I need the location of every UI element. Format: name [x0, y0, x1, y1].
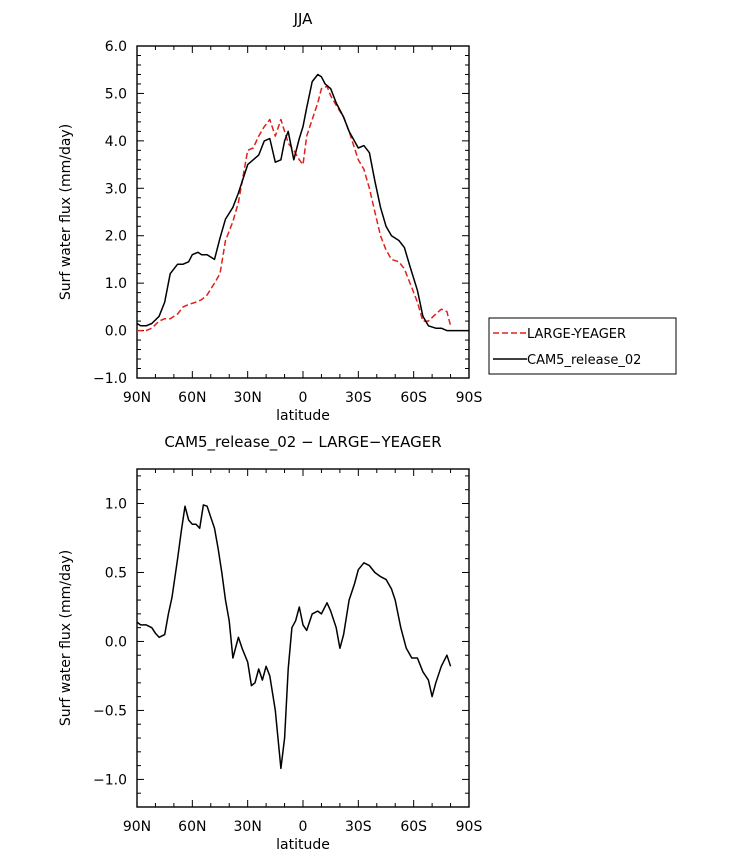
chart-title: CAM5_release_02 − LARGE−YEAGER [164, 433, 441, 452]
x-tick-label: 30N [234, 819, 262, 835]
y-tick-label: 3.0 [105, 181, 127, 197]
legend-label: LARGE-YEAGER [527, 327, 626, 342]
chart-panel-2: CAM5_release_02 − LARGE−YEAGER 90N 60N 30N 0… [58, 433, 482, 853]
y-tick-label: 6.0 [105, 39, 127, 55]
chart-title: JJA [293, 10, 314, 28]
x-tick-label: 90N [123, 819, 151, 835]
series-line-difference [136, 504, 452, 770]
y-tick-label: 0.0 [105, 634, 127, 650]
x-tick-label: 0 [299, 390, 308, 406]
x-tick-label: 60N [178, 819, 206, 835]
plot-frame [136, 45, 470, 379]
x-tick-label: 60S [400, 390, 427, 406]
y-tick-label: 2.0 [105, 229, 127, 245]
legend: LARGE-YEAGER CAM5_release_02 [488, 317, 677, 375]
y-tick-label: −1.0 [93, 772, 127, 788]
x-tick-label: 30S [345, 819, 372, 835]
plot-frame [136, 468, 470, 808]
series-line-cam5-release-02 [136, 73, 469, 332]
y-tick-label: 5.0 [105, 86, 127, 102]
x-tick-label: 0 [299, 819, 308, 835]
x-tick-label: 90N [123, 390, 151, 406]
y-tick-label: −0.5 [93, 703, 127, 719]
legend-box [488, 317, 677, 375]
x-tick-label: 60S [400, 819, 427, 835]
y-tick-label: 1.0 [105, 496, 127, 512]
y-axis-label: Surf water flux (mm/day) [58, 550, 74, 726]
y-tick-label: 1.0 [105, 276, 127, 292]
x-tick-label: 90S [456, 819, 483, 835]
x-tick-label: 90S [456, 390, 483, 406]
y-tick-label: −1.0 [93, 371, 127, 387]
x-axis-label: latitude [276, 408, 330, 424]
y-tick-label: 0.5 [105, 565, 127, 581]
x-tick-label: 60N [178, 390, 206, 406]
y-axis-label: Surf water flux (mm/day) [58, 124, 74, 300]
y-tick-label: 0.0 [105, 324, 127, 340]
chart-panel-1: JJA 90N 60N 30N 0 30S 60S 90S −1.0 0.0 1.0 2.0 3.0 4.… [58, 10, 677, 424]
x-axis-label: latitude [276, 837, 330, 853]
series-line-large-yeager [137, 85, 452, 332]
legend-label: CAM5_release_02 [527, 353, 641, 368]
x-tick-label: 30N [234, 390, 262, 406]
y-tick-label: 4.0 [105, 134, 127, 150]
x-tick-label: 30S [345, 390, 372, 406]
